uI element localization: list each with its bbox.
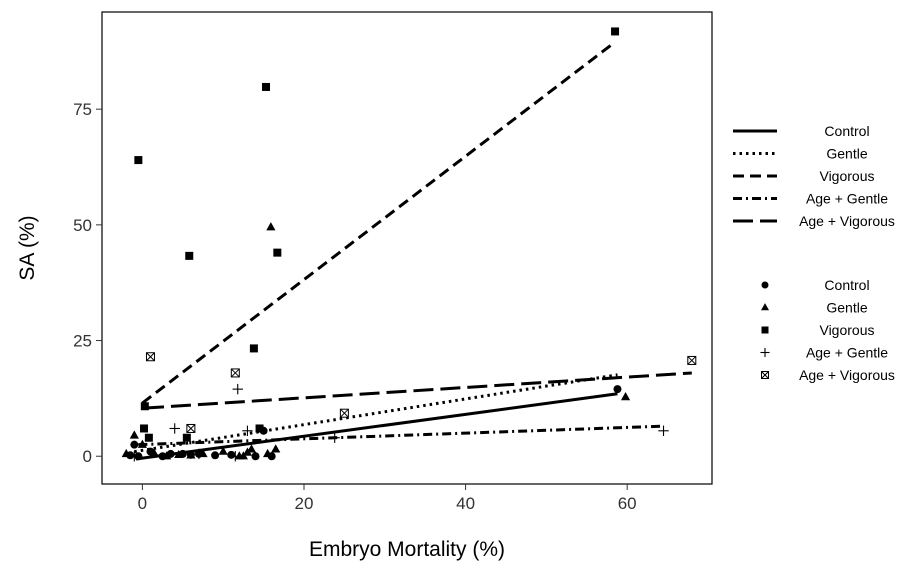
point-gentle xyxy=(620,392,631,401)
legend-line-label: Vigorous xyxy=(819,168,874,184)
legend-line-label: Gentle xyxy=(826,146,867,162)
legend-point-label: Age + Vigorous xyxy=(799,367,895,383)
point-vigorous xyxy=(255,424,264,433)
line-legend-item: Age + Vigorous xyxy=(733,213,895,229)
x-axis-title: Embryo Mortality (%) xyxy=(309,538,505,561)
x-tick-label: 20 xyxy=(295,494,314,513)
line-legend-item: Age + Gentle xyxy=(733,191,888,207)
point-age-vigorous xyxy=(230,368,240,378)
point-age-gentle xyxy=(129,451,140,462)
point-age-gentle xyxy=(242,425,253,436)
point-vigorous xyxy=(182,433,191,442)
y-axis-title: SA (%) xyxy=(16,215,39,280)
point-age-gentle xyxy=(329,432,340,443)
point-age-vigorous xyxy=(339,408,349,418)
point-vigorous xyxy=(140,402,149,411)
point-control xyxy=(211,451,220,460)
point-gentle xyxy=(149,448,160,458)
y-tick-label: 25 xyxy=(73,332,92,351)
point-gentle xyxy=(266,222,276,231)
point-vigorous xyxy=(273,248,282,257)
point-gentle xyxy=(137,439,147,448)
point-gentle xyxy=(129,430,139,439)
plot-area xyxy=(121,27,697,462)
point-age-vigorous xyxy=(687,355,697,365)
point-age-vigorous xyxy=(186,423,196,433)
legend-point-swatch xyxy=(761,281,769,289)
point-gentle xyxy=(246,444,257,453)
point-control xyxy=(613,385,622,394)
legend-point-swatch xyxy=(761,326,769,334)
line-legend-item: Gentle xyxy=(733,146,868,162)
fit-line-age-gentle xyxy=(138,424,664,447)
point-gentle xyxy=(218,446,228,455)
x-tick-label: 0 xyxy=(138,494,147,513)
point-control xyxy=(251,452,260,461)
point-gentle xyxy=(121,448,131,458)
point-age-gentle xyxy=(169,423,180,434)
point-vigorous xyxy=(611,27,620,36)
point-vigorous xyxy=(249,344,258,353)
point-vigorous xyxy=(140,424,149,433)
plot-frame xyxy=(101,11,713,485)
point-legend-item: Gentle xyxy=(760,300,868,316)
axes: 0 20 40 60 0 25 50 75 xyxy=(73,100,637,513)
fit-line-age-vigorous xyxy=(143,371,692,410)
y-tick-label: 75 xyxy=(73,100,92,119)
point-age-vigorous xyxy=(145,352,155,362)
point-legend-item: Control xyxy=(761,277,870,293)
y-tick-label: 50 xyxy=(73,216,92,235)
legend-point-label: Vigorous xyxy=(819,322,874,338)
legend-point-label: Age + Gentle xyxy=(806,345,888,361)
point-gentle xyxy=(186,450,196,459)
y-tick-label: 0 xyxy=(83,447,92,466)
fit-line-control xyxy=(135,392,618,461)
legend-line-label: Control xyxy=(824,123,869,139)
point-gentle xyxy=(263,448,273,458)
point-vigorous xyxy=(185,251,194,260)
point-gentle xyxy=(162,451,172,460)
point-vigorous xyxy=(134,156,143,165)
legend-point-label: Control xyxy=(824,277,869,293)
fit-line-vigorous xyxy=(141,40,616,405)
line-legend: Control Gentle Vigorous Age + Gentle Age + V… xyxy=(733,123,895,229)
x-tick-label: 40 xyxy=(456,494,475,513)
legend-line-label: Age + Gentle xyxy=(806,191,888,207)
point-gentle xyxy=(271,444,281,453)
line-legend-item: Vigorous xyxy=(733,168,875,184)
legend-point-swatch xyxy=(761,371,769,379)
point-legend-item: Vigorous xyxy=(761,322,875,338)
point-control xyxy=(130,440,139,449)
legend-point-swatch xyxy=(760,347,770,358)
line-legend-item: Control xyxy=(733,123,870,139)
point-age-gentle xyxy=(232,383,243,395)
point-legend: Control Gentle Vigorous Age + Gentle Age + V… xyxy=(760,277,895,383)
point-vigorous xyxy=(144,433,153,442)
x-tick-label: 60 xyxy=(618,494,637,513)
point-legend-item: Age + Vigorous xyxy=(761,367,895,383)
legend-point-swatch xyxy=(760,303,770,311)
point-legend-item: Age + Gentle xyxy=(760,345,888,361)
point-age-gentle xyxy=(658,425,669,436)
point-vigorous xyxy=(262,82,271,91)
point-age-gentle xyxy=(230,451,241,462)
legend-line-label: Age + Vigorous xyxy=(799,213,895,229)
point-control xyxy=(227,450,236,459)
legend-point-label: Gentle xyxy=(826,300,867,316)
point-gentle xyxy=(174,449,184,459)
point-age-gentle xyxy=(193,448,205,460)
point-gentle xyxy=(198,448,208,458)
